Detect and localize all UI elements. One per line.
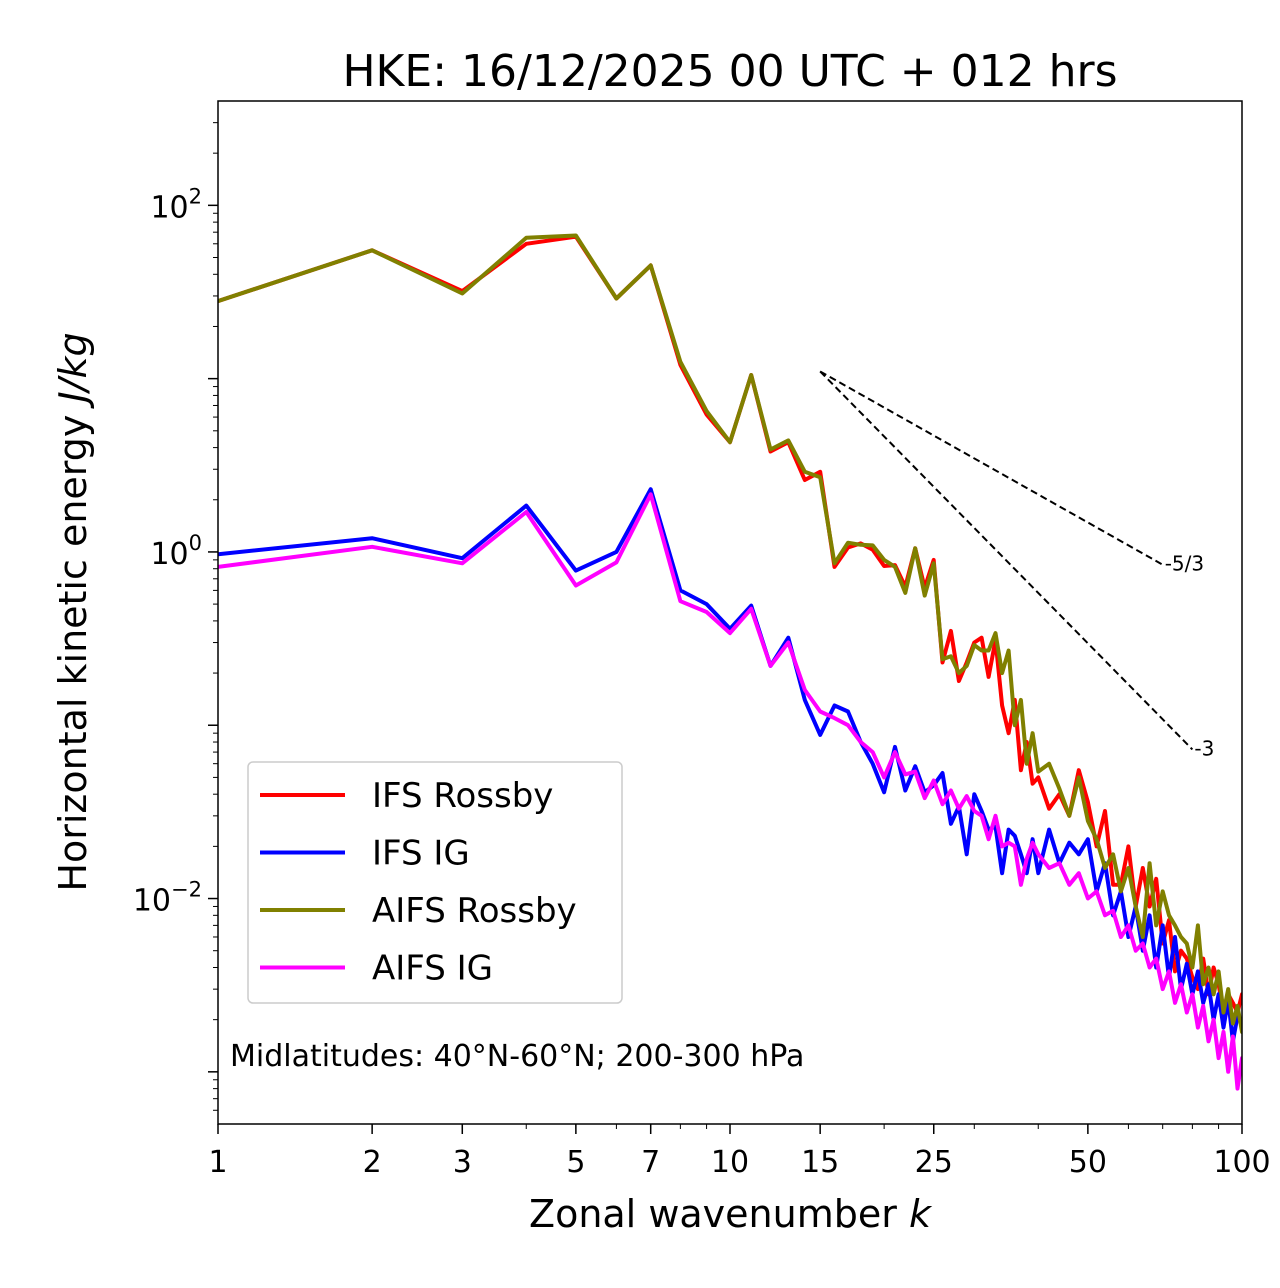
- region-annotation: Midlatitudes: 40°N-60°N; 200-300 hPa: [230, 1039, 804, 1074]
- x-tick-label: 3: [453, 1145, 472, 1180]
- x-tick-label: 15: [801, 1145, 839, 1180]
- x-tick-label: 2: [363, 1145, 382, 1180]
- x-tick-label: 1: [208, 1145, 227, 1180]
- reference-line-label: -5/3: [1165, 552, 1204, 576]
- legend: IFS Rossby IFS IG AIFS Rossby AIFS IG: [247, 761, 623, 1004]
- legend-label-ifs-rossby: IFS Rossby: [372, 776, 553, 816]
- x-tick-label: 25: [915, 1145, 953, 1180]
- legend-label-aifs-ig: AIFS IG: [372, 949, 493, 989]
- reference-line-minus-3: [819, 370, 1194, 751]
- x-tick-label: 10: [711, 1145, 749, 1180]
- y-axis-label: Horizontal kinetic energy J/kg: [51, 332, 95, 891]
- reference-line-label: -3: [1194, 736, 1214, 760]
- series-line-aifs-ig: [218, 492, 1242, 1091]
- x-axis-ticks: 1 2 3 5 7 10 15 25 50 100: [208, 1124, 1271, 1180]
- reference-slope-lines: -5/3 -3: [819, 370, 1214, 760]
- legend-label-ifs-ig: IFS IG: [372, 834, 470, 874]
- y-tick-label: 102: [150, 184, 202, 225]
- x-tick-label: 5: [566, 1145, 585, 1180]
- legend-label-aifs-rossby: AIFS Rossby: [372, 891, 577, 931]
- y-axis-ticks: 10−2 100 102: [133, 122, 218, 1111]
- x-tick-label: 7: [641, 1145, 660, 1180]
- series-lines: [218, 233, 1242, 1091]
- chart-title: HKE: 16/12/2025 00 UTC + 012 hrs: [342, 46, 1117, 97]
- y-tick-label: 100: [150, 531, 202, 572]
- legend-box: [247, 761, 623, 1004]
- x-axis-label: Zonal wavenumber k: [529, 1192, 933, 1236]
- x-tick-label: 50: [1069, 1145, 1107, 1180]
- y-tick-label: 10−2: [133, 878, 202, 919]
- x-tick-label: 100: [1213, 1145, 1270, 1180]
- series-line-aifs-rossby: [218, 233, 1242, 1034]
